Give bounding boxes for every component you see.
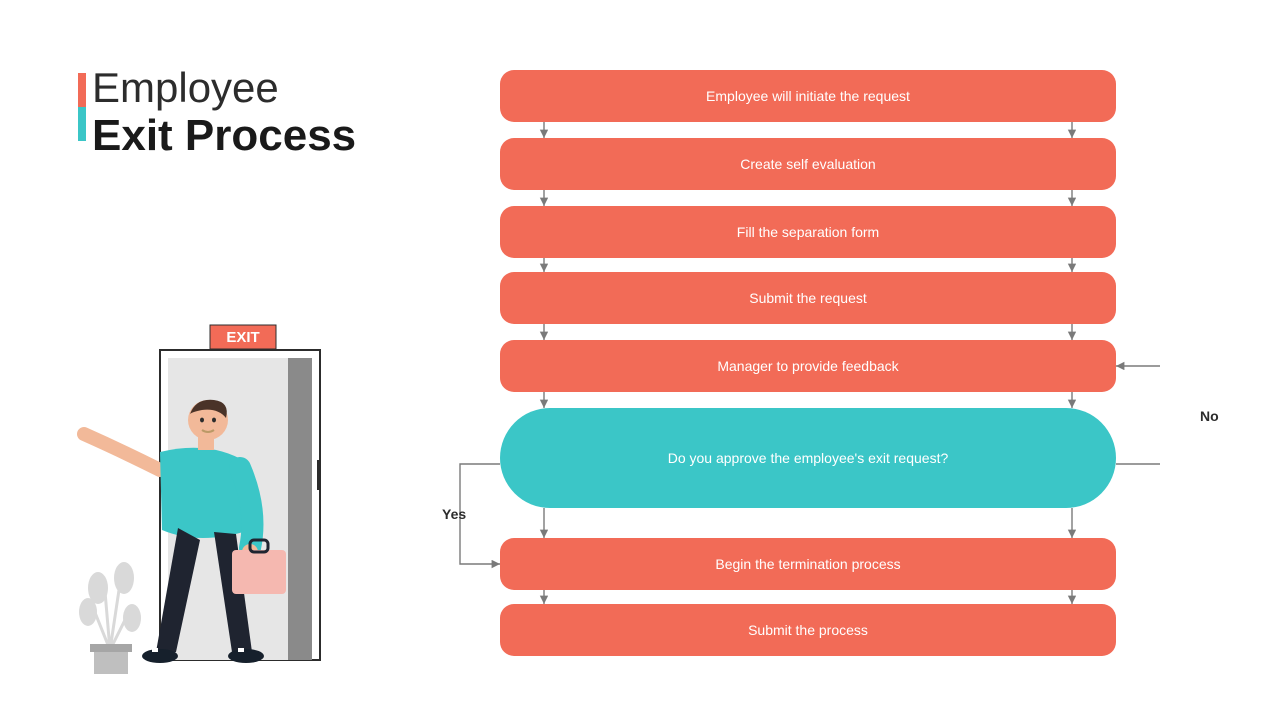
- accent-bar-bottom: [78, 107, 86, 141]
- branch-label-yes: Yes: [442, 506, 466, 522]
- flow-node-n6: Do you approve the employee's exit reque…: [500, 408, 1116, 508]
- flow-node-n5: Manager to provide feedback: [500, 340, 1116, 392]
- title-line-2: Exit Process: [92, 111, 356, 162]
- accent-bar-top: [78, 73, 86, 107]
- flow-node-n2: Create self evaluation: [500, 138, 1116, 190]
- title-block: Employee Exit Process: [78, 65, 356, 162]
- title-line-1: Employee: [92, 65, 356, 111]
- flow-node-n1: Employee will initiate the request: [500, 70, 1116, 122]
- flow-node-n7: Begin the termination process: [500, 538, 1116, 590]
- title-accent-bars: [78, 73, 86, 141]
- illustration-svg: EXIT: [60, 320, 340, 680]
- exit-illustration: EXIT: [60, 320, 340, 680]
- flow-node-n4: Submit the request: [500, 272, 1116, 324]
- flowchart: Employee will initiate the request Create…: [500, 70, 1240, 690]
- flow-node-n3: Fill the separation form: [500, 206, 1116, 258]
- flow-node-n8: Submit the process: [500, 604, 1116, 656]
- branch-label-no: No: [1200, 408, 1219, 424]
- exit-sign-text: EXIT: [226, 329, 259, 346]
- title-text: Employee Exit Process: [92, 65, 356, 162]
